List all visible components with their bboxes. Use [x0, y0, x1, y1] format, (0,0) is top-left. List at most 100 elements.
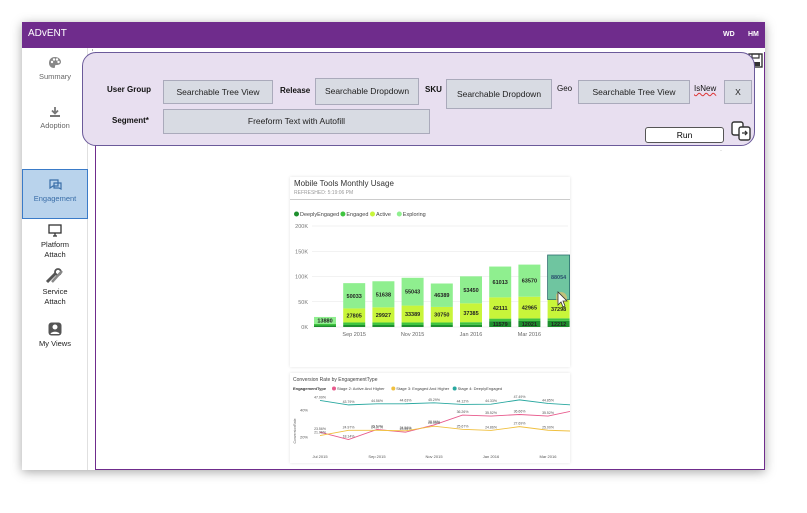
bar-segment — [460, 276, 482, 304]
bar-segment — [489, 318, 512, 322]
user-icon — [48, 322, 62, 336]
usage-bar-chart: DeeplyEngaged Engaged Active Exploring 0K 50K… — [294, 211, 570, 338]
data-label: 37385 — [463, 311, 478, 317]
point-label: 35.52% — [485, 411, 497, 415]
bar-segment — [489, 297, 512, 319]
chat-icon — [48, 179, 62, 190]
sidebar-item-label: My Views — [39, 339, 71, 348]
data-label: 50033 — [347, 294, 362, 300]
y-tick-label: 20% — [300, 435, 308, 440]
data-label: 61013 — [493, 280, 508, 286]
user-group-tree-view[interactable]: Searchable Tree View — [163, 80, 273, 104]
sidebar-item-platform-attach[interactable]: Platform Attach — [22, 224, 88, 262]
sidebar-item-service-attach[interactable]: Service Attach — [22, 268, 88, 308]
bar-segment — [547, 320, 570, 327]
bar-segment — [430, 283, 453, 307]
bar-segment — [314, 323, 336, 326]
point-label: 27.69% — [514, 422, 526, 426]
bar-segment — [518, 318, 541, 321]
download-icon — [50, 107, 60, 117]
point-label: 25.57% — [371, 424, 383, 428]
y-tick-label: 50K — [298, 300, 308, 306]
sidebar-item-adoption[interactable]: Adoption — [22, 106, 88, 142]
legend-label: DeeplyEngaged — [300, 212, 339, 218]
legend-label: Active — [376, 212, 391, 218]
sidebar-item-summary[interactable]: Summary — [22, 56, 88, 92]
data-label: 46389 — [434, 293, 449, 299]
bar-segment — [489, 266, 512, 298]
bar-segment — [372, 322, 395, 325]
legend-label: Stage 4: DeeplyEngaged — [458, 386, 502, 391]
monitor-icon — [48, 224, 62, 237]
bar-segment — [401, 322, 424, 325]
app-title: ADvENT — [28, 28, 67, 39]
point-label: 36.66% — [514, 410, 526, 414]
point-label: 28.00% — [428, 421, 440, 425]
release-label: Release — [280, 86, 311, 95]
run-button[interactable]: Run — [645, 127, 724, 143]
point-label: 25.00% — [542, 425, 554, 429]
x-tick-label: Sep 2015 — [368, 454, 386, 459]
point-label: 44.33% — [485, 399, 497, 403]
bar-segment — [343, 324, 366, 327]
point-label: 43.79% — [343, 400, 355, 404]
legend-marker — [294, 211, 299, 217]
legend-label: Exploring — [403, 212, 426, 218]
geo-tree-view[interactable]: Searchable Tree View — [578, 80, 690, 104]
geo-label: Geo — [557, 84, 573, 93]
point-label: 24.97% — [371, 425, 383, 429]
point-label: 44.12% — [457, 399, 469, 403]
bar-segment — [430, 306, 453, 323]
report-divider — [290, 199, 570, 200]
point-label: 23.56% — [314, 427, 326, 431]
sidebar-item-engagement[interactable]: Engagement — [22, 169, 88, 219]
bar-segment — [314, 325, 336, 327]
isnew-toggle[interactable]: X — [724, 80, 752, 104]
data-label: 30750 — [434, 313, 449, 319]
bar-segment — [518, 320, 541, 327]
point-label: 23.56% — [400, 427, 412, 431]
series-line — [319, 399, 570, 406]
point-label: 24.86% — [485, 425, 497, 429]
segment-autofill-input[interactable]: Freeform Text with Autofill — [163, 109, 430, 134]
bar-segment — [547, 318, 570, 321]
data-label: 12021 — [522, 322, 537, 328]
export-icon[interactable] — [731, 120, 753, 142]
legend-label: Engaged — [346, 212, 368, 218]
mouse-cursor-icon — [556, 291, 568, 308]
top-bar: ADvENT WD HM — [22, 22, 765, 48]
bar-segment — [372, 307, 395, 323]
usage-report-card: Mobile Tools Monthly Usage REFRESHED: 5:… — [290, 177, 570, 367]
bar-segment — [372, 281, 395, 308]
bar-segment — [460, 322, 482, 325]
legend-marker — [452, 386, 457, 391]
sidebar: Summary Adoption Engagement Platform Att… — [22, 48, 88, 470]
bar-segment — [343, 283, 366, 309]
sidebar-item-my-views[interactable]: My Views — [22, 322, 88, 354]
user-initials-wd[interactable]: WD — [723, 31, 735, 38]
bar-segment — [460, 324, 482, 327]
x-tick-label: Mar 2016 — [540, 454, 558, 459]
conversion-line-chart: Conversion Rate by EngagementType Engagem… — [293, 377, 570, 459]
y-tick-label: 100K — [295, 275, 308, 281]
point-label: 47.09% — [314, 395, 326, 399]
data-label: 51638 — [376, 292, 391, 298]
main-panel-top-border — [73, 30, 743, 31]
point-label: 25.67% — [457, 424, 469, 428]
user-initials-hm[interactable]: HM — [748, 31, 759, 38]
data-label: 12212 — [551, 322, 566, 328]
bar-segment — [518, 264, 541, 297]
x-tick-label: Nov 2015 — [401, 332, 425, 338]
bar-segment — [518, 296, 541, 319]
x-tick-label: Nov 2015 — [425, 454, 443, 459]
data-label: 37298 — [551, 307, 566, 313]
release-dropdown[interactable]: Searchable Dropdown — [315, 78, 419, 105]
data-label: 29927 — [376, 313, 391, 319]
data-label: 63570 — [522, 279, 537, 285]
point-label: 47.49% — [514, 395, 526, 399]
y-tick-label: 200K — [295, 224, 308, 230]
point-label: 24.56% — [400, 426, 412, 430]
point-label: 44.63% — [400, 399, 412, 403]
sku-dropdown[interactable]: Searchable Dropdown — [446, 79, 552, 109]
data-label: 33389 — [405, 312, 420, 318]
